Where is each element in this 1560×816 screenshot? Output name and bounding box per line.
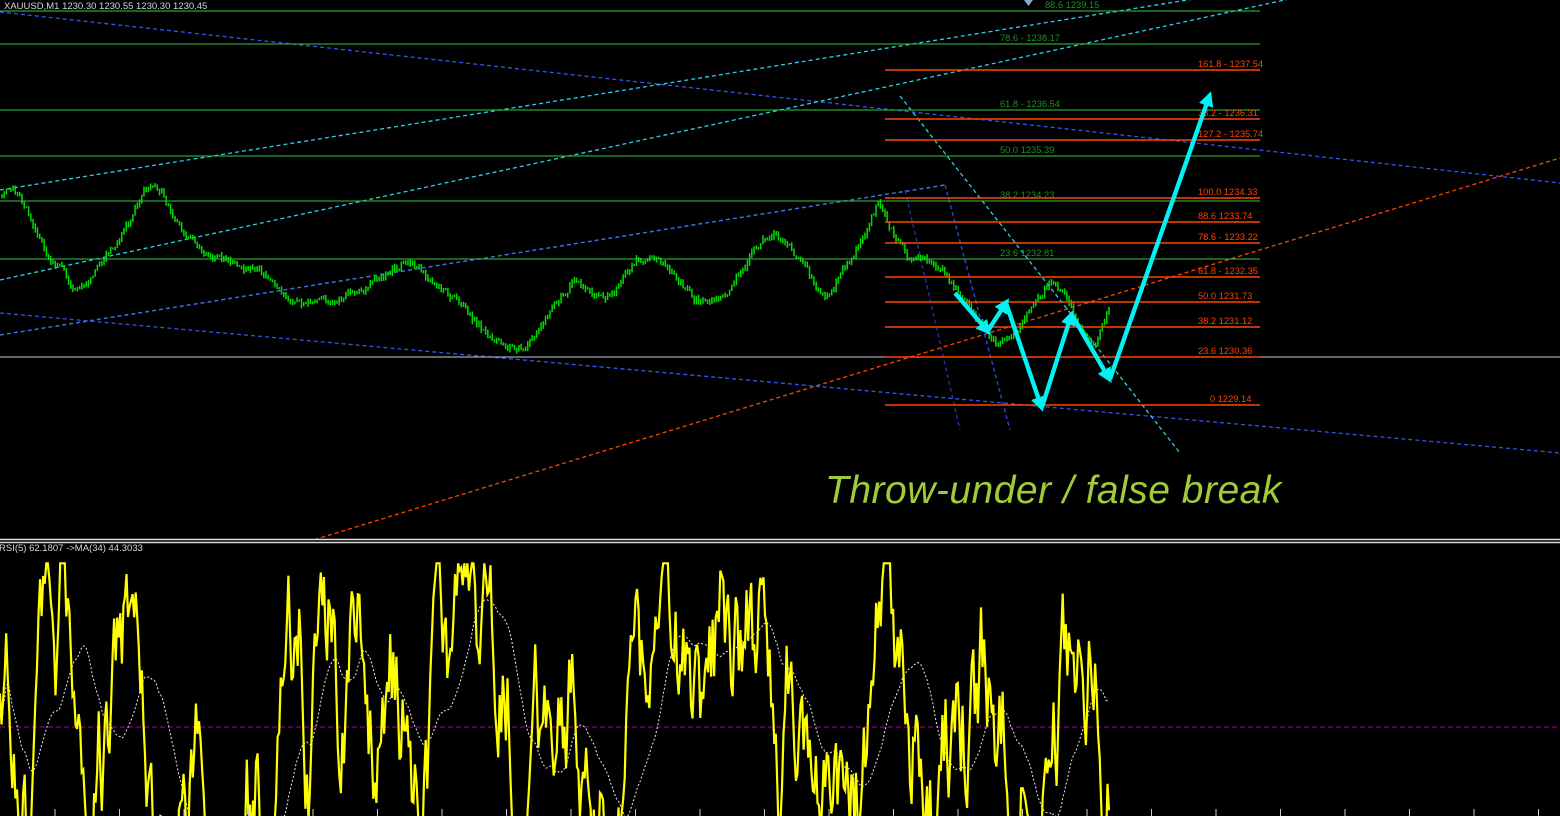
svg-text:78.6 - 1233.22: 78.6 - 1233.22: [1198, 232, 1258, 242]
svg-text:23.6 1230.36: 23.6 1230.36: [1198, 346, 1252, 356]
svg-text:161.8 - 1237.54: 161.8 - 1237.54: [1198, 59, 1263, 69]
svg-text:88.6 1239.15: 88.6 1239.15: [1045, 0, 1099, 10]
svg-text:23.6 1232.81: 23.6 1232.81: [1000, 248, 1054, 258]
svg-text:XAUUSD,M1 1230.30 1230.55 123: XAUUSD,M1 1230.30 1230.55 1230.30 1230.4…: [4, 1, 207, 12]
svg-text:88.6 1233.74: 88.6 1233.74: [1198, 211, 1252, 221]
svg-text:38.2 1231.12: 38.2 1231.12: [1198, 316, 1252, 326]
svg-text:127.2 - 1235.74: 127.2 - 1235.74: [1198, 129, 1263, 139]
svg-text:50.0 1235.39: 50.0 1235.39: [1000, 145, 1054, 155]
svg-text:38.2 - 1236.31: 38.2 - 1236.31: [1198, 108, 1258, 118]
svg-text:100.0 1234.33: 100.0 1234.33: [1198, 187, 1257, 197]
svg-text:Throw-under / false break: Throw-under / false break: [825, 469, 1284, 512]
svg-text:61.8 - 1232.35: 61.8 - 1232.35: [1198, 266, 1258, 276]
svg-text:0 1229.14: 0 1229.14: [1210, 394, 1251, 404]
svg-text:50.0 1231.73: 50.0 1231.73: [1198, 291, 1252, 301]
svg-text:61.8 - 1236.54: 61.8 - 1236.54: [1000, 99, 1060, 109]
svg-text:RSI(5) 62.1807 ->MA(34) 44.30: RSI(5) 62.1807 ->MA(34) 44.3033: [0, 543, 143, 554]
svg-text:78.6 - 1238.17: 78.6 - 1238.17: [1000, 33, 1060, 43]
